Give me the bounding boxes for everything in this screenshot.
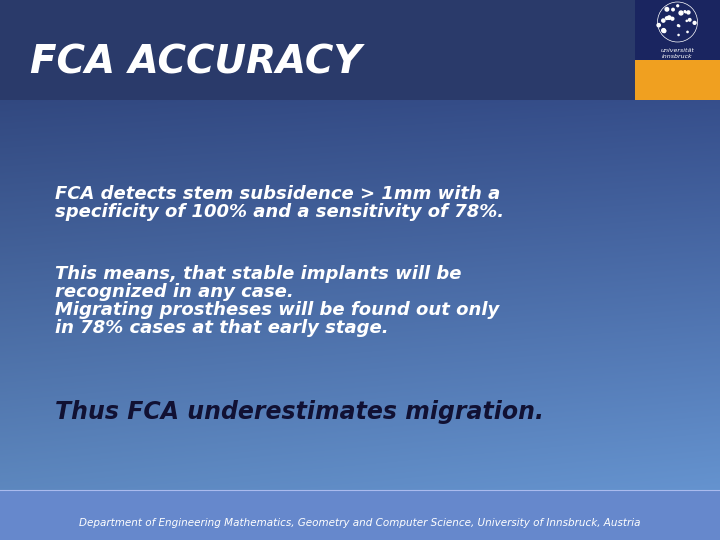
Circle shape bbox=[662, 19, 665, 22]
Circle shape bbox=[686, 21, 688, 22]
Text: FCA detects stem subsidence > 1mm with a: FCA detects stem subsidence > 1mm with a bbox=[55, 185, 500, 203]
Circle shape bbox=[679, 25, 680, 26]
Text: FCA ACCURACY: FCA ACCURACY bbox=[30, 43, 361, 81]
Circle shape bbox=[679, 11, 683, 15]
Circle shape bbox=[687, 11, 690, 14]
Circle shape bbox=[684, 11, 685, 12]
Circle shape bbox=[693, 22, 696, 24]
Bar bbox=[635, 60, 720, 100]
Circle shape bbox=[667, 16, 671, 19]
Circle shape bbox=[665, 17, 668, 19]
Circle shape bbox=[688, 18, 691, 21]
Circle shape bbox=[662, 30, 666, 32]
Circle shape bbox=[665, 8, 669, 11]
Text: This means, that stable implants will be: This means, that stable implants will be bbox=[55, 265, 462, 283]
Bar bbox=[0, 490, 720, 540]
Circle shape bbox=[687, 31, 688, 32]
Circle shape bbox=[671, 17, 674, 20]
Text: specificity of 100% and a sensitivity of 78%.: specificity of 100% and a sensitivity of… bbox=[55, 203, 504, 221]
Text: in 78% cases at that early stage.: in 78% cases at that early stage. bbox=[55, 319, 389, 337]
Text: recognized in any case.: recognized in any case. bbox=[55, 283, 294, 301]
Circle shape bbox=[678, 35, 679, 36]
Text: Migrating prostheses will be found out only: Migrating prostheses will be found out o… bbox=[55, 301, 499, 319]
Circle shape bbox=[677, 5, 679, 6]
Circle shape bbox=[685, 12, 686, 13]
Circle shape bbox=[657, 24, 660, 27]
Text: Thus FCA underestimates migration.: Thus FCA underestimates migration. bbox=[55, 400, 544, 424]
Circle shape bbox=[662, 29, 665, 32]
Text: Department of Engineering Mathematics, Geometry and Computer Science, University: Department of Engineering Mathematics, G… bbox=[79, 518, 641, 528]
Bar bbox=[0, 0, 720, 100]
Circle shape bbox=[678, 25, 679, 26]
Bar bbox=[635, 0, 720, 60]
Circle shape bbox=[672, 8, 674, 11]
Text: universität
innsbruck: universität innsbruck bbox=[660, 48, 694, 59]
